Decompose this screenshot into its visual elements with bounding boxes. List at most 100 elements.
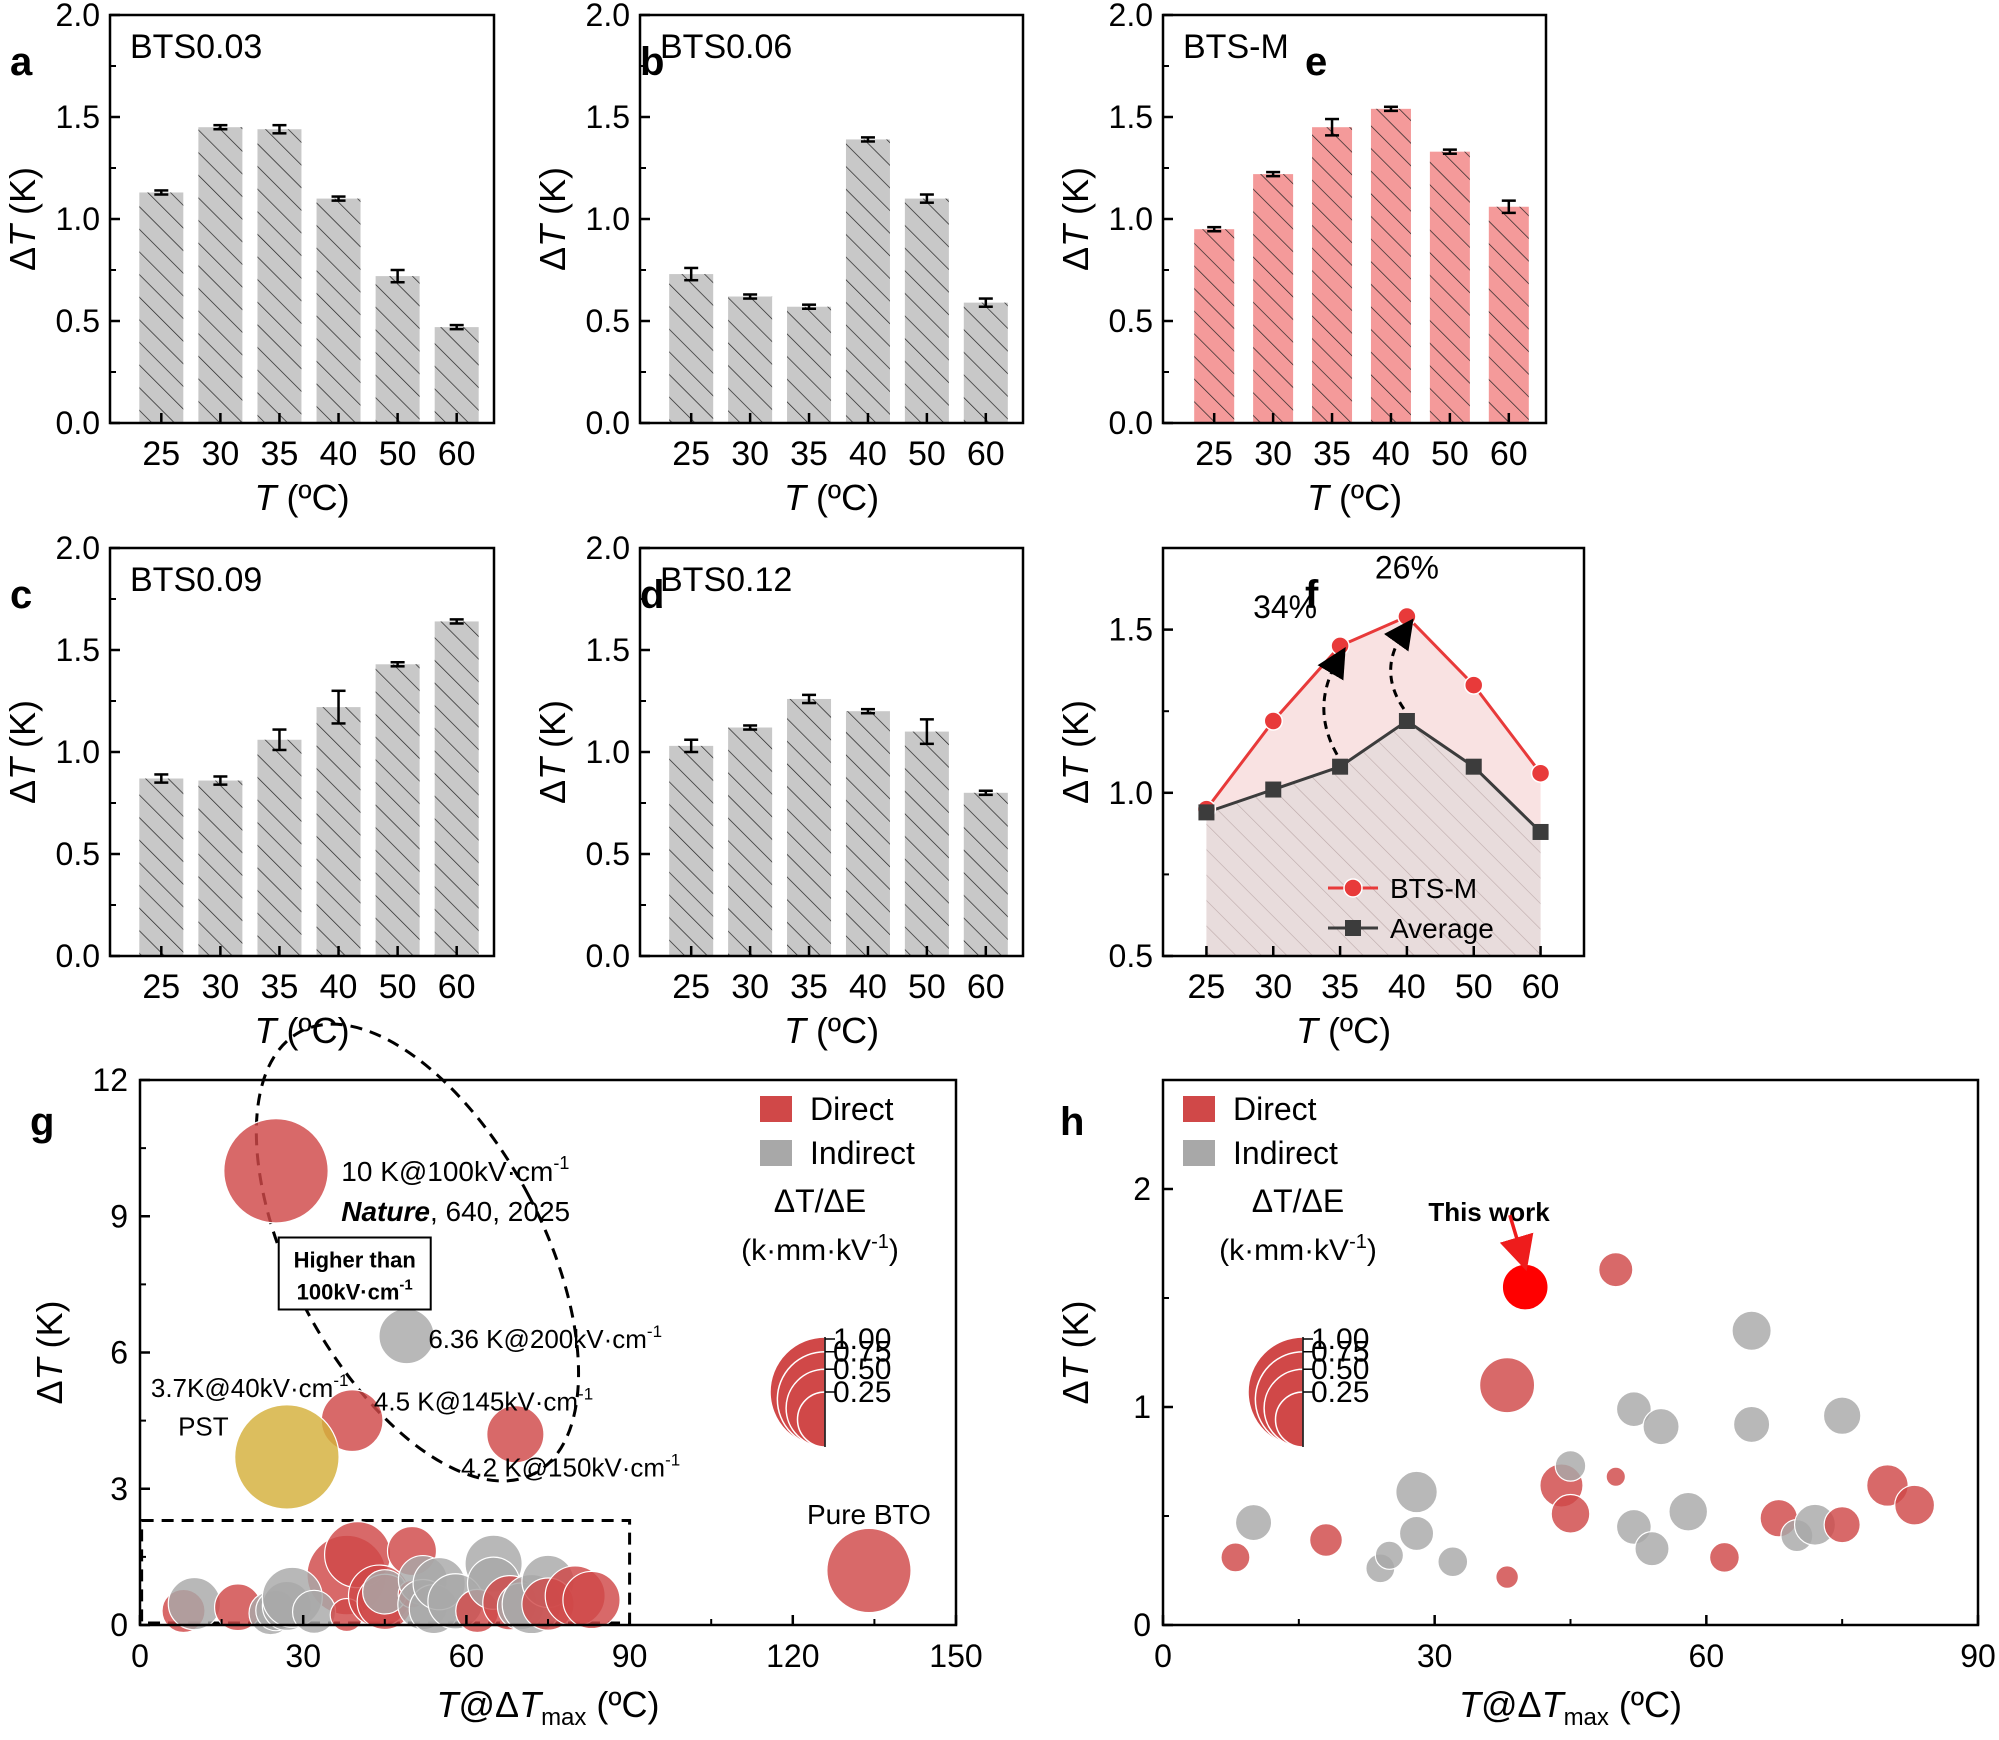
bubble-direct (1823, 1506, 1861, 1544)
y-tick-label: 0.0 (586, 938, 630, 974)
y-tick-label: 1.5 (56, 99, 100, 135)
panel-title-e: BTS-M (1183, 28, 1289, 66)
y-tick-label: 0.5 (56, 303, 100, 339)
x-tick-label: 25 (1195, 435, 1233, 473)
x-tick-label: 35 (1313, 435, 1351, 473)
bubble-direct (826, 1527, 912, 1614)
size-legend-unit: (k·mm·kV-1) (1219, 1231, 1377, 1267)
y-axis-label-e: ΔT (K) (1055, 167, 1096, 271)
increase-arrow (1383, 618, 1414, 710)
bar-hatch-e-50 (1429, 151, 1470, 423)
x-tick-label: 40 (849, 435, 887, 473)
panel-c: c 0.0 0.5 1.0 1.5 2.0 25 30 35 40 50 60 T (ºC) ΔT (K)… (2, 530, 496, 1051)
x-tick-label: 30 (1254, 968, 1292, 1006)
x-axis-label-h: T@ΔTmax (ºC) (1459, 1684, 1682, 1731)
size-legend-value: 0.25 (1311, 1376, 1369, 1409)
annotation-145: 4.5 K@145kV·cm-1 (374, 1384, 593, 1416)
size-legend-value: 1.00 (1311, 1323, 1369, 1356)
y-axis-label-c: ΔT (K) (2, 700, 43, 804)
y-tick-label: 9 (110, 1198, 128, 1234)
bubble-indirect (1642, 1407, 1680, 1446)
bubble-gold (234, 1404, 340, 1510)
y-tick-label: 2.0 (56, 530, 100, 566)
x-tick-label: 50 (1455, 968, 1493, 1006)
legend-marker-bts-m (1343, 878, 1363, 898)
bar-hatch-b-40 (845, 139, 890, 423)
y-tick-label: 2.0 (56, 0, 100, 33)
x-tick-label: 40 (320, 968, 358, 1006)
x-tick-label: 0 (131, 1638, 149, 1674)
legend-label-direct: Direct (810, 1091, 894, 1127)
point-bts-m-40 (1397, 606, 1417, 627)
y-tick-label: 1.0 (586, 201, 630, 237)
x-tick-label: 90 (612, 1638, 648, 1674)
y-tick-label: 0.5 (1109, 303, 1153, 339)
x-tick-label: 60 (967, 435, 1005, 473)
area-average-hatch (1206, 720, 1541, 956)
y-tick-label: 0 (1133, 1607, 1151, 1643)
size-legend-value: 0.25 (833, 1376, 891, 1409)
legend-swatch-direct (1183, 1096, 1215, 1122)
x-tick-label: 50 (908, 968, 946, 1006)
y-axis-label-f: ΔT (K) (1055, 700, 1096, 804)
panel-title-d: BTS0.12 (660, 561, 792, 599)
bubble-direct (562, 1570, 621, 1630)
x-tick-label: 25 (142, 435, 180, 473)
bubble-indirect (1731, 1310, 1772, 1351)
bar-hatch-e-30 (1253, 174, 1294, 423)
bar-hatch-e-40 (1370, 108, 1411, 423)
y-tick-label: 1.0 (56, 201, 100, 237)
bar-hatch-c-40 (316, 707, 361, 956)
y-axis-label-b: ΔT (K) (532, 167, 573, 271)
y-tick-label: 2 (1133, 1171, 1151, 1207)
x-tick-label: 35 (261, 435, 299, 473)
y-axis-label-a: ΔT (K) (2, 167, 43, 271)
bubble-indirect (1374, 1540, 1405, 1570)
bubble-indirect (1234, 1503, 1273, 1542)
x-axis-label-b: T (ºC) (784, 477, 879, 518)
bubble-indirect (378, 1307, 435, 1365)
bubble-indirect (1398, 1515, 1435, 1552)
panel-title-a: BTS0.03 (130, 28, 262, 66)
legend-swatch-indirect (760, 1140, 792, 1166)
x-axis-label-f: T (ºC) (1296, 1010, 1391, 1051)
x-tick-label: 50 (1431, 435, 1469, 473)
bar-hatch-b-35 (787, 306, 832, 423)
x-tick-label: 25 (672, 968, 710, 1006)
x-tick-label: 60 (1522, 968, 1560, 1006)
line-average (1205, 719, 1542, 834)
x-tick-label: 30 (1417, 1638, 1453, 1674)
y-axis-label-h: ΔT (K) (1055, 1300, 1096, 1404)
y-tick-label: 1.0 (1109, 201, 1153, 237)
legend-label-direct: Direct (1233, 1091, 1317, 1127)
size-legend-circle (796, 1391, 826, 1448)
panel-d: d 0.0 0.5 1.0 1.5 2.0 25 30 35 40 50 60 T (ºC) ΔT (K)… (532, 530, 1025, 1051)
y-tick-label: 12 (92, 1062, 128, 1098)
y-tick-label: 1.5 (586, 632, 630, 668)
x-tick-label: 30 (731, 968, 769, 1006)
panel-a: a 0.0 0.5 1.0 1.5 2.0 25 30 35 40 50 60 T (ºC) ΔT (K)… (2, 0, 496, 518)
y-tick-label: 6 (110, 1335, 128, 1371)
bubble-direct (1708, 1541, 1740, 1573)
bar-hatch-d-35 (787, 698, 832, 956)
bar-hatch-b-60 (963, 302, 1008, 423)
legend-label-average: Average (1390, 913, 1494, 944)
x-tick-label: 40 (849, 968, 887, 1006)
x-tick-label: 60 (1490, 435, 1528, 473)
bar-hatch-c-25 (139, 778, 184, 956)
y-tick-label: 1.5 (586, 99, 630, 135)
x-axis-label-d: T (ºC) (784, 1010, 879, 1051)
panel-letter-e: e (1305, 40, 1327, 84)
x-tick-label: 30 (201, 435, 239, 473)
bubble-indirect (1634, 1531, 1670, 1567)
bar-hatch-c-50 (375, 664, 420, 956)
x-tick-label: 35 (790, 968, 828, 1006)
bubble-indirect (1668, 1491, 1709, 1532)
y-tick-label: 1.5 (1109, 612, 1153, 648)
annotation-pst-2: PST (178, 1411, 229, 1441)
bubble-direct (1220, 1542, 1251, 1573)
y-tick-label: 0.5 (586, 836, 630, 872)
panel-letter-h: h (1060, 1100, 1084, 1144)
